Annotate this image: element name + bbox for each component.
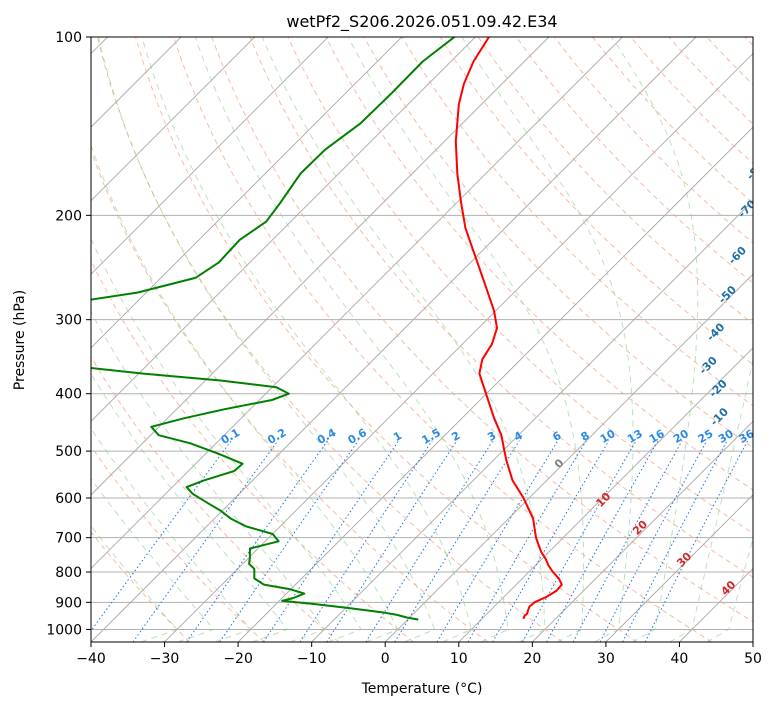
mixing-ratio-line	[623, 441, 728, 642]
dry-adiabat-label: -90	[757, 109, 775, 132]
moist-adiabat	[62, 37, 398, 642]
mixing-ratio-label: 10	[598, 427, 618, 446]
dry-adiabat	[0, 37, 190, 642]
mixing-ratio-label: 36	[737, 427, 757, 446]
isotherm-gridline	[312, 37, 775, 642]
x-tick-label: −40	[76, 651, 106, 667]
mixing-ratio-line	[600, 441, 707, 642]
mixing-ratio-label: 6	[550, 429, 563, 444]
x-axis-label: Temperature (°C)	[361, 681, 483, 697]
y-tick-label: 100	[55, 30, 82, 46]
dry-adiabat	[136, 37, 638, 642]
x-tick-label: 20	[523, 651, 541, 667]
dry-adiabat-label: -40	[704, 320, 727, 343]
moist-adiabat	[0, 37, 287, 642]
moist-adiabat	[348, 37, 583, 642]
mixing-ratio-label: 0.6	[346, 426, 370, 447]
dry-adiabat	[478, 37, 775, 642]
isotherm-gridline	[532, 37, 775, 642]
y-tick-label: 400	[55, 387, 82, 403]
mixing-ratio-label: 13	[625, 427, 645, 446]
mixing-ratio-line	[187, 441, 328, 642]
y-tick-label: 500	[55, 444, 82, 460]
mixing-ratio-line	[327, 441, 457, 642]
mixing-ratio-label: 8	[579, 429, 592, 444]
mixing-ratio-label: 25	[696, 427, 716, 446]
y-tick-label: 1000	[46, 622, 82, 638]
mixing-ratio-label: 30	[716, 427, 736, 446]
mixing-ratio-label: 0.2	[265, 426, 288, 447]
dry-adiabat	[554, 37, 775, 642]
isotherm-gridline	[238, 37, 775, 642]
isotherm-gridline	[753, 37, 775, 642]
temperature-profile-line	[456, 37, 562, 619]
dry-adiabat	[59, 37, 488, 642]
isotherm-gridline	[165, 37, 770, 642]
plot-frame	[91, 37, 753, 642]
moist-adiabat	[262, 37, 545, 642]
dry-adiabat-label: -70	[735, 197, 758, 220]
isotherm-gridline	[679, 37, 775, 642]
moist-adiabat-label: 40	[718, 578, 738, 598]
y-axis-label: Pressure (hPa)	[12, 290, 28, 390]
mixing-ratio-label: 1	[391, 429, 404, 444]
isotherm-gridline	[91, 37, 696, 642]
isotherm-gridline	[17, 37, 622, 642]
isotherm-gridline	[0, 37, 402, 642]
plot-area: 0.10.20.40.611.52346810131620253036-100-…	[0, 37, 775, 642]
moist-adiabat-label: 30	[674, 549, 694, 569]
y-tick-label: 200	[55, 208, 82, 224]
moist-adiabat-label: 0	[552, 456, 567, 471]
x-tick-label: −20	[223, 651, 253, 667]
dry-adiabat-label: -10	[708, 405, 731, 428]
mixing-ratio-label: 20	[671, 427, 691, 446]
x-tick-label: 50	[744, 651, 762, 667]
mixing-ratio-line	[645, 441, 747, 642]
mixing-ratio-label: 0.1	[219, 426, 242, 447]
dry-adiabat	[174, 37, 712, 642]
y-tick-label: 800	[55, 565, 82, 581]
mixing-ratio-label: 0.4	[315, 426, 339, 447]
dry-adiabat-label: -20	[707, 377, 730, 400]
chart-title: wetPf2_S206.2026.051.09.42.E34	[286, 12, 557, 32]
moist-adiabat-label: 10	[593, 490, 613, 510]
x-tick-label: 0	[381, 651, 390, 667]
y-tick-label: 300	[55, 313, 82, 329]
moist-adiabat-label: 20	[630, 518, 650, 538]
dry-adiabat-label: -80	[744, 159, 767, 182]
mixing-ratio-line	[395, 441, 520, 642]
x-tick-label: −30	[150, 651, 180, 667]
moist-adiabat	[462, 37, 633, 642]
mixing-ratio-label: 1.5	[420, 426, 443, 447]
x-tick-label: 40	[671, 651, 689, 667]
y-tick-label: 700	[55, 531, 82, 547]
isotherm-gridline	[0, 37, 255, 642]
mixing-ratio-label: 16	[647, 427, 667, 446]
isotherm-gridline	[459, 37, 775, 642]
x-tick-label: 30	[597, 651, 615, 667]
dry-adiabat	[0, 37, 339, 642]
y-tick-label: 900	[55, 595, 82, 611]
x-tick-label: 10	[450, 651, 468, 667]
dry-adiabat	[516, 37, 775, 642]
dry-adiabat	[0, 37, 264, 642]
dry-adiabat-label: -30	[697, 354, 720, 377]
dry-adiabat-label: -50	[716, 283, 739, 306]
y-tick-label: 600	[55, 491, 82, 507]
dry-adiabat	[745, 37, 775, 642]
mixing-ratio-label: 3	[485, 429, 498, 444]
x-tick-label: −10	[297, 651, 327, 667]
mixing-ratio-label: 2	[449, 429, 462, 444]
